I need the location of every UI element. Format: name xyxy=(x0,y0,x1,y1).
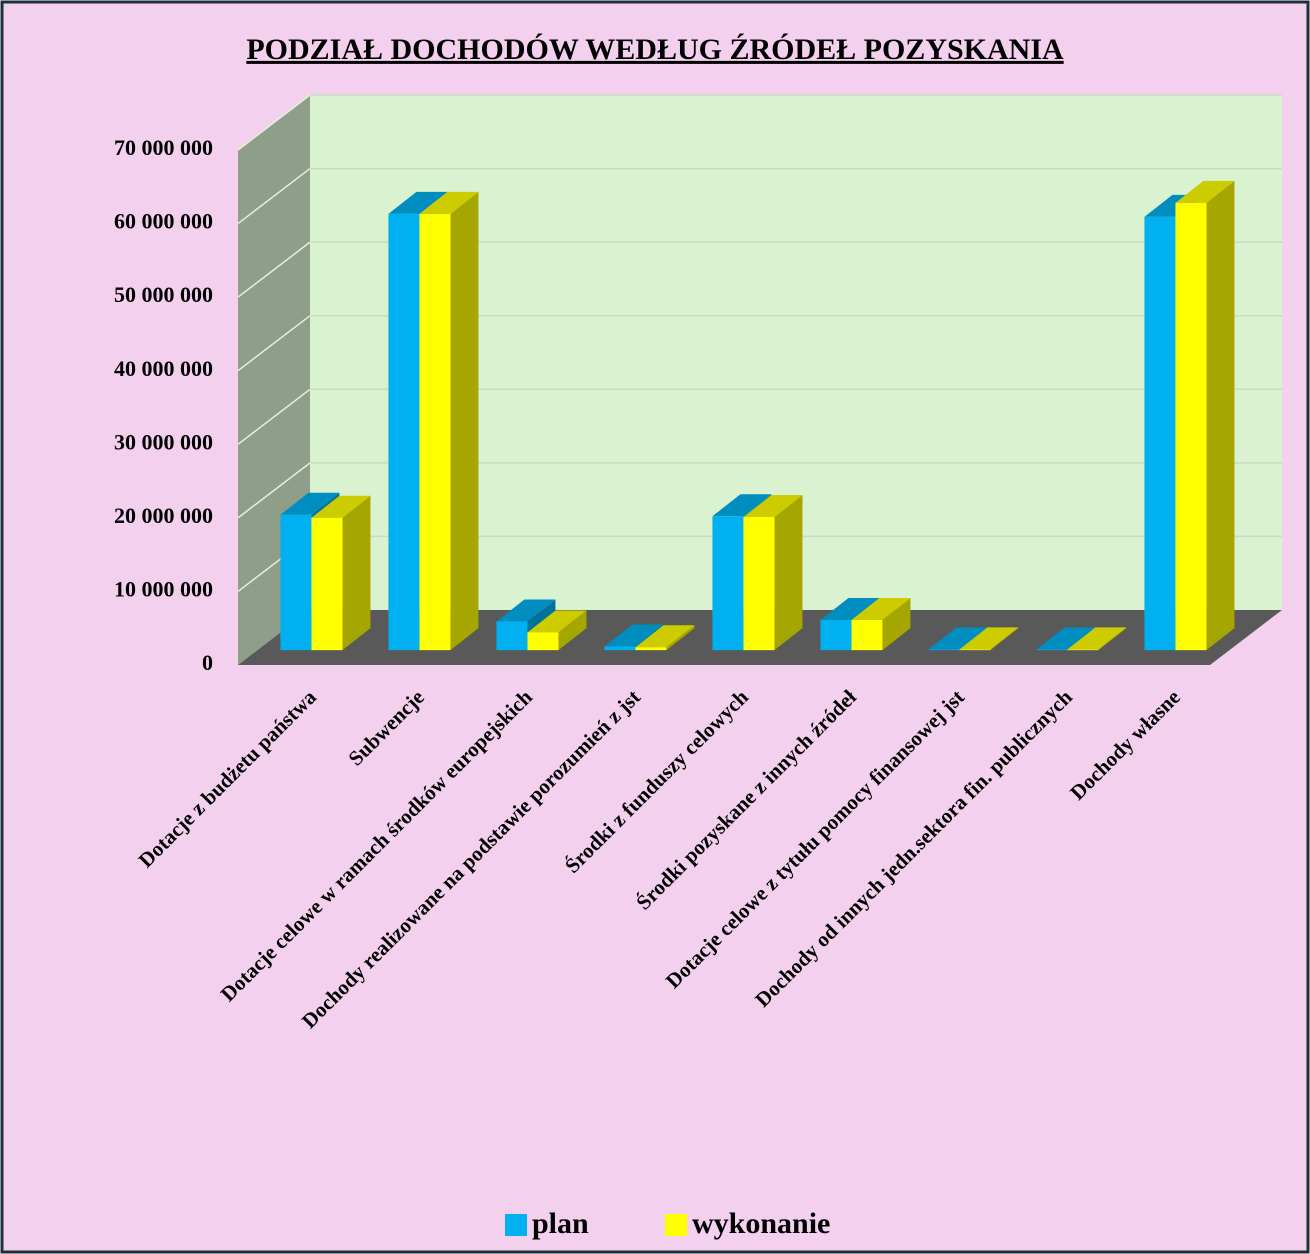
bar-top xyxy=(851,597,911,620)
bar-top xyxy=(280,492,340,515)
grid-line xyxy=(237,167,311,225)
bar-top xyxy=(635,625,695,648)
y-tick-label: 20 000 000 xyxy=(114,503,213,528)
back-wall xyxy=(310,95,1282,610)
bar-front xyxy=(1036,649,1068,651)
y-tick-label: 30 000 000 xyxy=(114,429,213,454)
bar-side xyxy=(666,625,695,651)
legend-label: plan xyxy=(532,1207,589,1240)
bar xyxy=(527,610,587,651)
bar-front xyxy=(1144,216,1176,651)
y-tick-label: 70 000 000 xyxy=(114,135,213,160)
bar-top xyxy=(712,494,772,517)
bar-front xyxy=(604,646,636,651)
bar xyxy=(311,495,371,651)
bar-top xyxy=(743,494,803,517)
bar-top xyxy=(1036,627,1096,650)
grid-line xyxy=(237,388,311,445)
bar-top xyxy=(820,597,880,620)
bar-front xyxy=(1175,202,1207,651)
bar xyxy=(1067,627,1127,651)
grid-line xyxy=(237,94,311,151)
bar-side xyxy=(1098,627,1127,651)
bar xyxy=(419,191,479,651)
bar-top xyxy=(959,627,1019,650)
bar-front xyxy=(527,632,559,651)
bar-front xyxy=(959,649,991,651)
y-tick-label: 40 000 000 xyxy=(114,356,213,381)
bar-front xyxy=(496,621,528,651)
bar xyxy=(959,627,1019,651)
bar-side xyxy=(1206,180,1235,651)
bar xyxy=(635,625,695,651)
bar-top xyxy=(419,191,479,214)
bar-side xyxy=(774,494,803,651)
bar-front xyxy=(280,514,312,651)
bar-front xyxy=(820,619,852,651)
legend-swatch xyxy=(505,1214,527,1236)
bar-side xyxy=(990,627,1019,651)
bar-top xyxy=(527,610,587,633)
y-tick-label: 0 xyxy=(202,650,213,675)
bar-top xyxy=(928,627,988,650)
legend-swatch xyxy=(665,1214,687,1236)
bar-front xyxy=(743,516,775,651)
y-tick-label: 60 000 000 xyxy=(114,209,213,234)
bar-top xyxy=(604,624,664,647)
bar xyxy=(1175,180,1235,651)
legend-label: wykonanie xyxy=(692,1207,830,1240)
y-tick-label: 10 000 000 xyxy=(114,576,213,601)
bar xyxy=(743,494,803,651)
bar-top xyxy=(311,495,371,518)
bar-front xyxy=(928,649,960,651)
bar-top xyxy=(1067,627,1127,650)
bar-side xyxy=(342,495,371,651)
bar-side xyxy=(450,191,479,651)
bar-front xyxy=(851,619,883,651)
bar-front xyxy=(419,213,451,651)
bar-side xyxy=(558,610,587,651)
bar-side xyxy=(882,597,911,651)
bar-front xyxy=(635,647,667,651)
y-tick-label: 50 000 000 xyxy=(114,282,213,307)
bar-front xyxy=(388,213,420,651)
grid-line xyxy=(237,241,311,298)
bar-front xyxy=(311,517,343,651)
bar-front xyxy=(1067,649,1099,651)
bar-top xyxy=(496,599,556,622)
bar-top xyxy=(1175,180,1235,203)
chart-title: PODZIAŁ DOCHODÓW WEDŁUG ŹRÓDEŁ POZYSKANI… xyxy=(246,33,1064,66)
bar xyxy=(851,597,911,651)
bar-front xyxy=(712,516,744,651)
grid-line xyxy=(237,462,311,519)
bar-top xyxy=(388,191,448,214)
grid-line xyxy=(237,315,311,372)
